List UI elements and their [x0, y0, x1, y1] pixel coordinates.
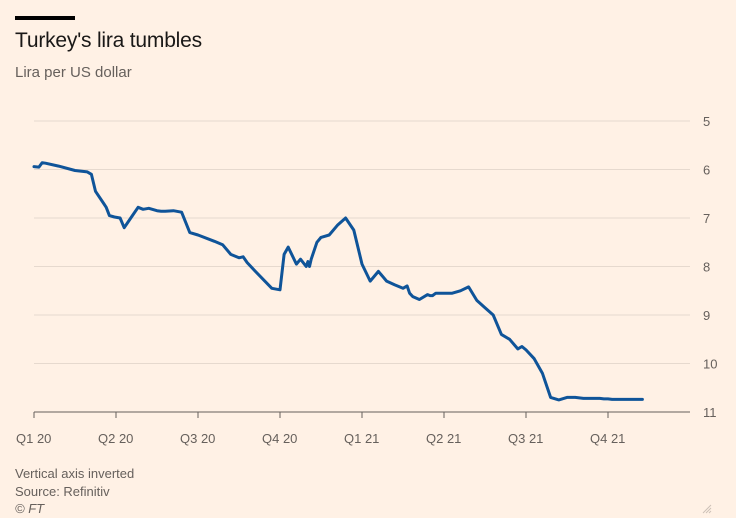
footer-note: Vertical axis inverted: [15, 466, 135, 481]
chart-subtitle: Lira per US dollar: [15, 64, 132, 81]
x-tick-label: Q3 21: [508, 431, 543, 446]
x-tick-label: Q2 21: [426, 431, 461, 446]
x-tick-label: Q2 20: [98, 431, 133, 446]
x-tick-label: Q1 20: [16, 431, 51, 446]
y-tick-label: 11: [703, 405, 717, 420]
chart-title: Turkey's lira tumbles: [15, 29, 202, 52]
x-tick-label: Q1 21: [344, 431, 379, 446]
x-tick-label: Q4 20: [262, 431, 297, 446]
series-line: [32, 161, 644, 402]
y-tick-label: 8: [703, 260, 710, 275]
y-tick-label: 6: [703, 163, 710, 178]
y-tick-label: 10: [703, 357, 717, 372]
footer-copyright: © FT: [15, 501, 45, 516]
resize-grip-icon[interactable]: [702, 504, 712, 514]
y-tick-label: 9: [703, 308, 710, 323]
y-tick-label: 7: [703, 211, 710, 226]
footer-source: Source: Refinitiv: [15, 484, 110, 499]
y-tick-label: 5: [703, 114, 710, 129]
x-tick-label: Q3 20: [180, 431, 215, 446]
x-tick-label: Q4 21: [590, 431, 625, 446]
header-accent-bar: [15, 16, 75, 20]
